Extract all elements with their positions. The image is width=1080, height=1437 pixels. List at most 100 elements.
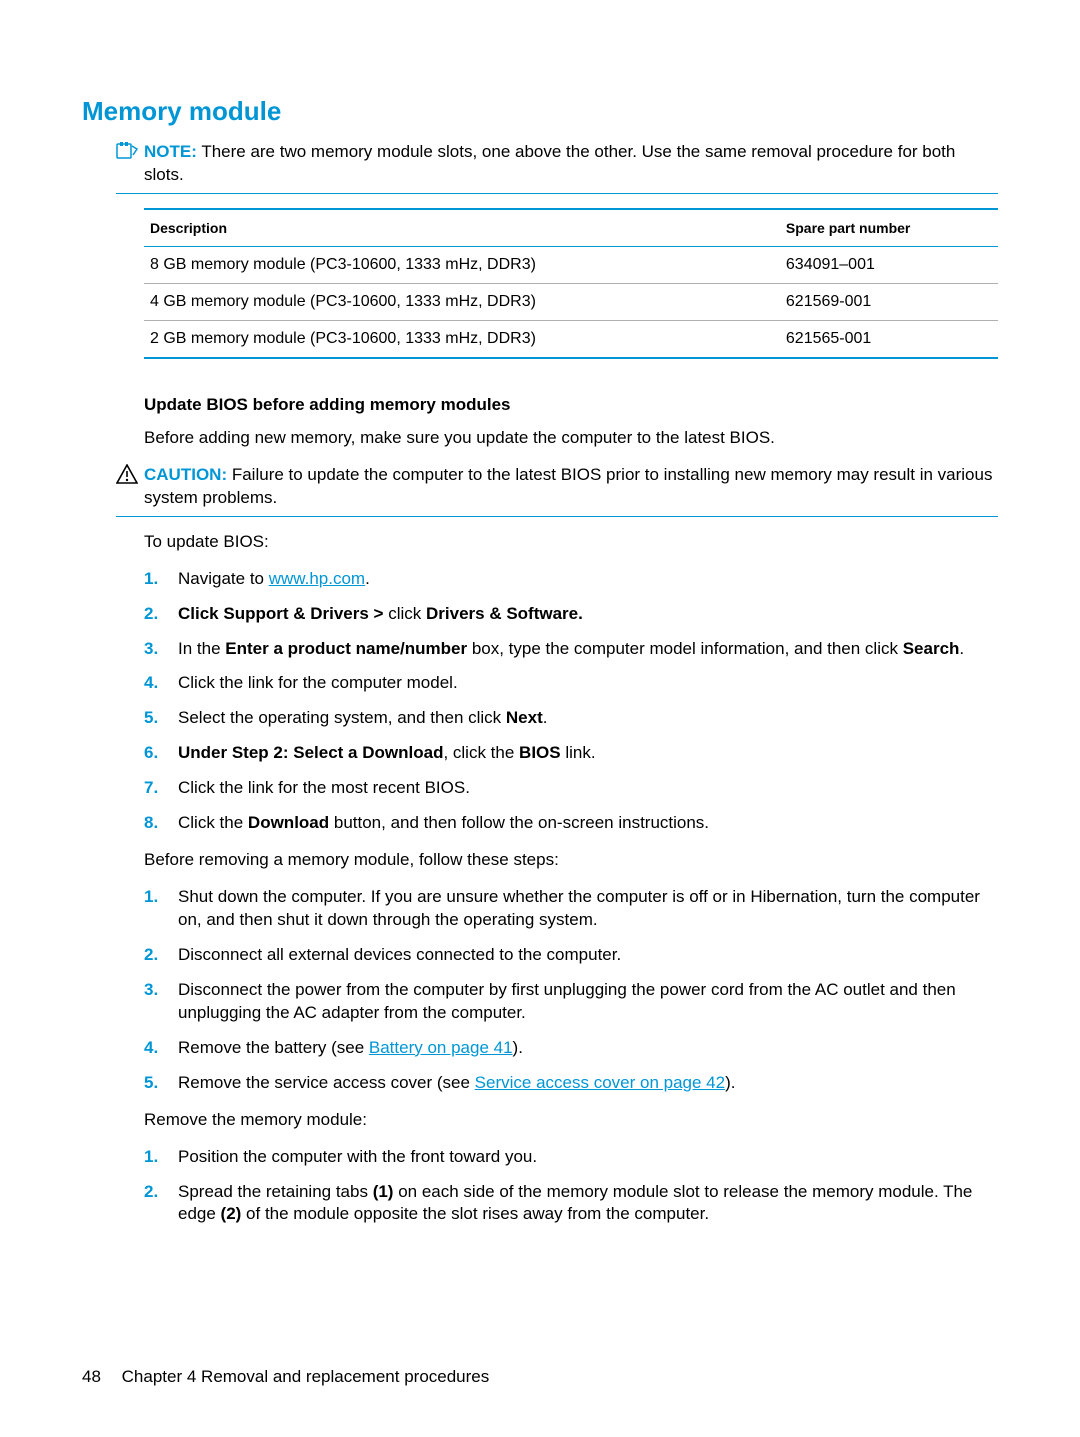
bios-steps-list: 1. Navigate to www.hp.com. 2. Click Supp… bbox=[144, 568, 998, 836]
step-text: ). bbox=[513, 1038, 523, 1057]
remove-steps-list: 1. Position the computer with the front … bbox=[144, 1146, 998, 1227]
list-marker: 7. bbox=[144, 777, 158, 800]
list-item: 5. Select the operating system, and then… bbox=[144, 707, 998, 730]
list-marker: 5. bbox=[144, 1072, 158, 1095]
step-text: Remove the service access cover (see bbox=[178, 1073, 475, 1092]
step-text: Enter a product name/number bbox=[225, 639, 467, 658]
list-marker: 3. bbox=[144, 638, 158, 661]
table-header-description: Description bbox=[144, 209, 780, 247]
caution-text: Failure to update the computer to the la… bbox=[144, 465, 992, 507]
bios-lead: To update BIOS: bbox=[144, 531, 998, 554]
cell-description: 2 GB memory module (PC3-10600, 1333 mHz,… bbox=[144, 320, 780, 358]
note-icon bbox=[116, 141, 138, 159]
step-text: BIOS bbox=[519, 743, 561, 762]
table-row: 8 GB memory module (PC3-10600, 1333 mHz,… bbox=[144, 246, 998, 283]
step-text: click bbox=[388, 604, 426, 623]
list-marker: 3. bbox=[144, 979, 158, 1002]
chapter-label: Chapter 4 Removal and replacement proced… bbox=[122, 1367, 490, 1386]
step-text: Select the operating system, and then cl… bbox=[178, 708, 506, 727]
step-text: (2) bbox=[221, 1204, 242, 1223]
step-text: Spread the retaining tabs bbox=[178, 1182, 373, 1201]
step-text: (1) bbox=[373, 1182, 394, 1201]
list-marker: 1. bbox=[144, 568, 158, 591]
step-text: Click the bbox=[178, 813, 248, 832]
step-text: of the module opposite the slot rises aw… bbox=[241, 1204, 709, 1223]
step-text: Support & Drivers > bbox=[223, 604, 388, 623]
step-text: . bbox=[543, 708, 548, 727]
list-item: 7. Click the link for the most recent BI… bbox=[144, 777, 998, 800]
note-text: There are two memory module slots, one a… bbox=[144, 142, 955, 184]
prep-lead: Before removing a memory module, follow … bbox=[144, 849, 998, 872]
cell-spare-part: 634091–001 bbox=[780, 246, 998, 283]
list-marker: 1. bbox=[144, 1146, 158, 1169]
parts-table: Description Spare part number 8 GB memor… bbox=[144, 208, 998, 359]
remove-lead: Remove the memory module: bbox=[144, 1109, 998, 1132]
cell-spare-part: 621565-001 bbox=[780, 320, 998, 358]
step-text: Drivers & Software bbox=[426, 604, 578, 623]
list-item: 5. Remove the service access cover (see … bbox=[144, 1072, 998, 1095]
link-battery[interactable]: Battery on page 41 bbox=[369, 1038, 513, 1057]
list-item: 4. Remove the battery (see Battery on pa… bbox=[144, 1037, 998, 1060]
page-number: 48 bbox=[82, 1367, 101, 1386]
page-footer: 48 Chapter 4 Removal and replacement pro… bbox=[82, 1367, 489, 1387]
table-header-spare-part-number: Spare part number bbox=[780, 209, 998, 247]
step-text: Disconnect the power from the computer b… bbox=[178, 980, 956, 1022]
step-text: Download bbox=[248, 813, 329, 832]
step-text: Remove the battery (see bbox=[178, 1038, 369, 1057]
list-marker: 2. bbox=[144, 944, 158, 967]
list-item: 2. Spread the retaining tabs (1) on each… bbox=[144, 1181, 998, 1227]
step-text: . bbox=[578, 604, 583, 623]
note-label: NOTE: bbox=[144, 142, 197, 161]
list-item: 1. Shut down the computer. If you are un… bbox=[144, 886, 998, 932]
caution-callout: CAUTION: Failure to update the computer … bbox=[116, 464, 998, 517]
content-block: NOTE: There are two memory module slots,… bbox=[144, 141, 998, 1226]
list-item: 3. In the Enter a product name/number bo… bbox=[144, 638, 998, 661]
step-text: Under bbox=[178, 743, 232, 762]
step-text: Click the link for the most recent BIOS. bbox=[178, 778, 470, 797]
list-marker: 2. bbox=[144, 1181, 158, 1204]
list-item: 2. Disconnect all external devices conne… bbox=[144, 944, 998, 967]
list-item: 1. Navigate to www.hp.com. bbox=[144, 568, 998, 591]
list-item: 3. Disconnect the power from the compute… bbox=[144, 979, 998, 1025]
link-service-cover[interactable]: Service access cover on page 42 bbox=[475, 1073, 725, 1092]
step-text: Step 2: Select a Download bbox=[232, 743, 444, 762]
step-text: In the bbox=[178, 639, 225, 658]
step-text: Search bbox=[903, 639, 960, 658]
cell-description: 4 GB memory module (PC3-10600, 1333 mHz,… bbox=[144, 283, 780, 320]
step-text: Next bbox=[506, 708, 543, 727]
step-text: . bbox=[959, 639, 964, 658]
list-marker: 8. bbox=[144, 812, 158, 835]
step-text: Disconnect all external devices connecte… bbox=[178, 945, 621, 964]
list-item: 4. Click the link for the computer model… bbox=[144, 672, 998, 695]
step-text: box, type the computer model information… bbox=[467, 639, 903, 658]
list-marker: 1. bbox=[144, 886, 158, 909]
list-marker: 6. bbox=[144, 742, 158, 765]
step-text: Position the computer with the front tow… bbox=[178, 1147, 537, 1166]
table-row: 2 GB memory module (PC3-10600, 1333 mHz,… bbox=[144, 320, 998, 358]
table-row: 4 GB memory module (PC3-10600, 1333 mHz,… bbox=[144, 283, 998, 320]
list-item: 1. Position the computer with the front … bbox=[144, 1146, 998, 1169]
step-text: Click bbox=[178, 604, 223, 623]
step-text: . bbox=[365, 569, 370, 588]
cell-description: 8 GB memory module (PC3-10600, 1333 mHz,… bbox=[144, 246, 780, 283]
step-text: ). bbox=[725, 1073, 735, 1092]
caution-label: CAUTION: bbox=[144, 465, 227, 484]
list-item: 8. Click the Download button, and then f… bbox=[144, 812, 998, 835]
document-page: Memory module NOTE: There are two memory… bbox=[0, 0, 1080, 1437]
list-marker: 4. bbox=[144, 672, 158, 695]
list-item: 6. Under Step 2: Select a Download, clic… bbox=[144, 742, 998, 765]
step-text: , click the bbox=[443, 743, 519, 762]
list-marker: 2. bbox=[144, 603, 158, 626]
step-text: link. bbox=[561, 743, 596, 762]
link-hp[interactable]: www.hp.com bbox=[269, 569, 365, 588]
cell-spare-part: 621569-001 bbox=[780, 283, 998, 320]
bios-heading: Update BIOS before adding memory modules bbox=[144, 395, 998, 415]
step-text: Navigate to bbox=[178, 569, 269, 588]
note-callout: NOTE: There are two memory module slots,… bbox=[116, 141, 998, 194]
list-marker: 5. bbox=[144, 707, 158, 730]
list-item: 2. Click Support & Drivers > click Drive… bbox=[144, 603, 998, 626]
section-title: Memory module bbox=[82, 96, 998, 127]
step-text: button, and then follow the on-screen in… bbox=[329, 813, 709, 832]
step-text: Click the link for the computer model. bbox=[178, 673, 458, 692]
caution-icon bbox=[116, 464, 138, 484]
